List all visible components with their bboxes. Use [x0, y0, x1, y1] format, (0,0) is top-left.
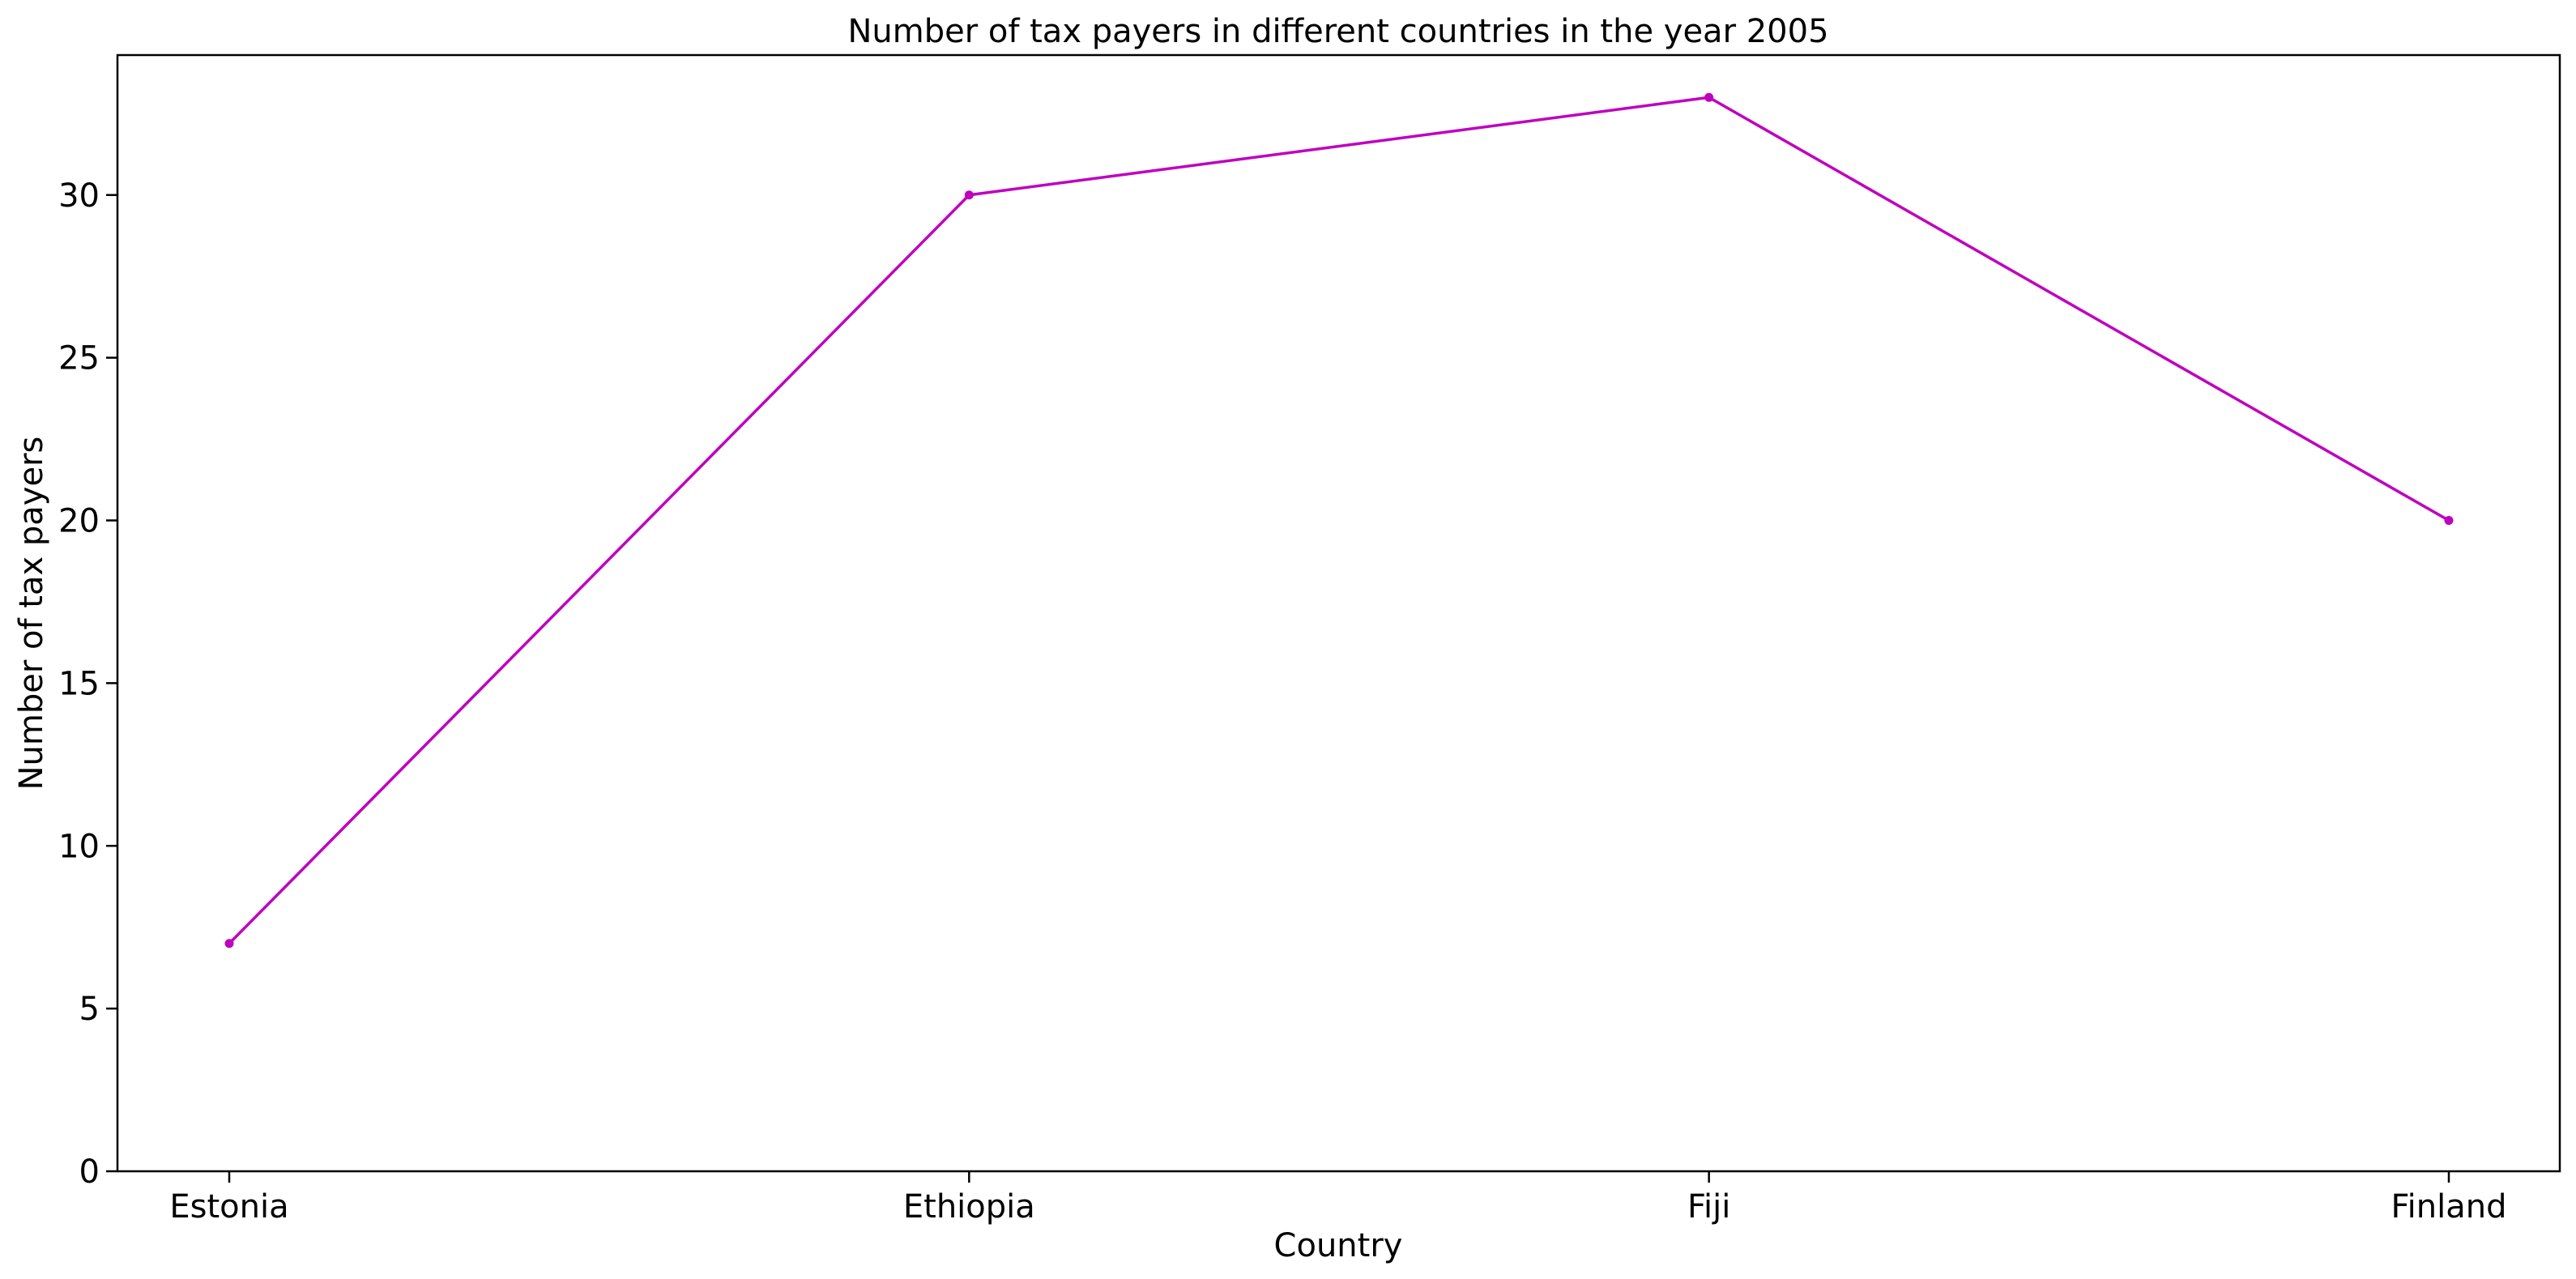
x-tick-label: Ethiopia [903, 1188, 1035, 1226]
y-axis-label: Number of tax payers [13, 437, 50, 791]
data-point-estonia [224, 939, 234, 949]
y-axis: 0 5 10 15 20 25 30 [58, 177, 117, 1191]
series-layer [224, 92, 2454, 949]
x-tick-label: Finland [2391, 1188, 2507, 1226]
x-tick-label: Estonia [169, 1188, 288, 1226]
y-tick-label: 25 [58, 340, 100, 377]
chart-title: Number of tax payers in different countr… [847, 13, 1828, 50]
data-point-fiji [1704, 92, 1714, 102]
y-tick-label: 15 [58, 665, 100, 702]
y-tick-label: 30 [58, 177, 100, 215]
y-tick-label: 0 [79, 1153, 100, 1191]
x-axis: Estonia Ethiopia Fiji Finland [169, 1171, 2506, 1226]
data-point-ethiopia [964, 190, 974, 200]
y-tick-label: 5 [79, 991, 100, 1028]
x-tick-label: Fiji [1687, 1188, 1730, 1226]
data-point-finland [2444, 516, 2454, 526]
y-tick-label: 10 [58, 828, 100, 865]
x-axis-label: Country [1274, 1227, 1403, 1264]
plot-area [116, 53, 2561, 1173]
y-tick-label: 20 [58, 503, 100, 540]
series-line [228, 96, 2450, 945]
